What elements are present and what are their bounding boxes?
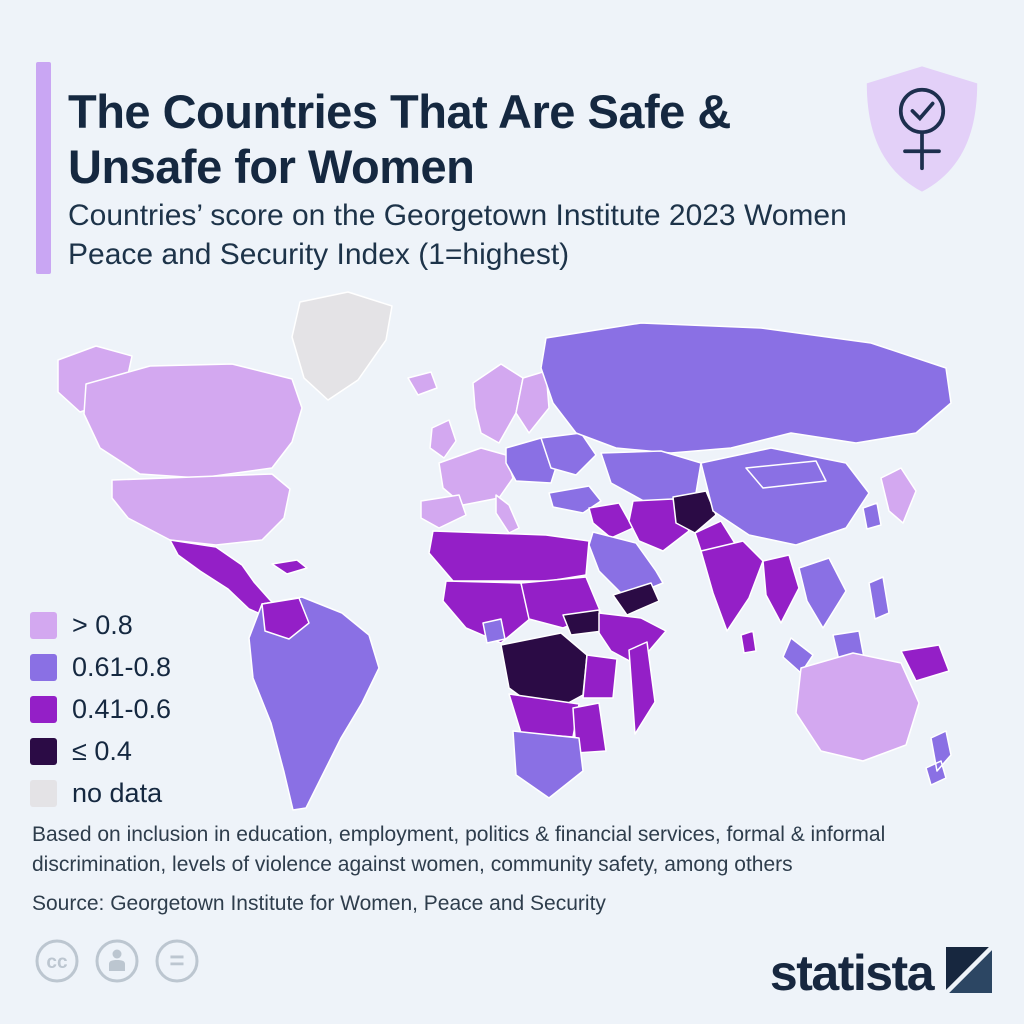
legend-swatch [30,738,57,765]
region-italy [495,494,520,534]
legend-label: no data [72,778,163,808]
region-uk-ireland [429,419,457,459]
region-colombia [261,597,310,640]
region-ghana [482,618,506,644]
region-syria-iraq [588,502,634,539]
region-myanmar-bangladesh [762,554,800,624]
region-madagascar [628,641,656,735]
attribution-person-icon[interactable] [94,938,140,984]
legend-label: 0.41-0.6 [72,694,172,724]
region-japan [880,467,917,524]
region-iberia [420,494,467,529]
region-scandinavia [472,363,524,444]
svg-text:cc: cc [46,952,68,973]
region-east-africa [582,654,618,699]
legend-swatch [30,612,57,639]
region-north-africa [428,530,590,582]
region-india [700,540,764,632]
region-south-sudan [562,609,604,636]
region-southern-africa [512,730,584,799]
region-south-america [248,596,380,811]
statista-wordmark: statista [769,944,935,1001]
methodology-note: Based on inclusion in education, employm… [32,823,886,877]
region-new-guinea [900,644,950,682]
source-line: Source: Georgetown Institute for Women, … [32,892,606,915]
cc-icon[interactable]: cc [34,938,80,984]
region-indochina [798,557,847,629]
region-australia [795,652,920,762]
legend-swatch [30,654,57,681]
legend-label: 0.61-0.8 [72,652,172,682]
shield-female-check-icon [858,60,986,203]
legend-item: ≤ 0.4 [30,736,171,767]
legend-swatch [30,780,57,807]
region-sri-lanka [740,630,757,654]
statista-logo-mark-icon [946,947,992,998]
map-legend: > 0.8 0.61-0.8 0.41-0.6 ≤ 0.4 no data [30,610,171,820]
legend-swatch [30,696,57,723]
legend-label: > 0.8 [72,610,133,640]
region-yemen [612,582,660,616]
region-philippines [868,576,890,620]
region-western-europe [438,447,514,506]
title-accent-bar [36,62,51,274]
page-subtitle: Countries’ score on the Georgetown Insti… [68,199,847,271]
region-iceland [407,371,438,396]
region-caribbean [271,559,308,575]
region-greenland [291,291,393,401]
region-afghanistan [672,490,717,534]
equals-icon[interactable]: = [154,938,200,984]
region-korea [862,502,882,530]
region-united-states [111,473,291,546]
region-ukraine-belarus [540,432,597,476]
legend-item: 0.61-0.8 [30,652,171,683]
region-mongolia [745,460,827,489]
world-choropleth-map [57,291,952,811]
statista-logo[interactable]: statista [770,947,992,998]
license-icons: cc = [34,938,200,984]
region-new-zealand [925,730,952,786]
legend-item: 0.41-0.6 [30,694,171,725]
region-canada [83,363,303,479]
page-title: The Countries That Are Safe & Unsafe for… [68,85,731,193]
legend-label: ≤ 0.4 [72,736,132,766]
region-russia [540,322,952,454]
region-china [700,447,870,546]
svg-text:=: = [169,945,184,975]
legend-item: no data [30,778,171,809]
legend-item: > 0.8 [30,610,171,641]
